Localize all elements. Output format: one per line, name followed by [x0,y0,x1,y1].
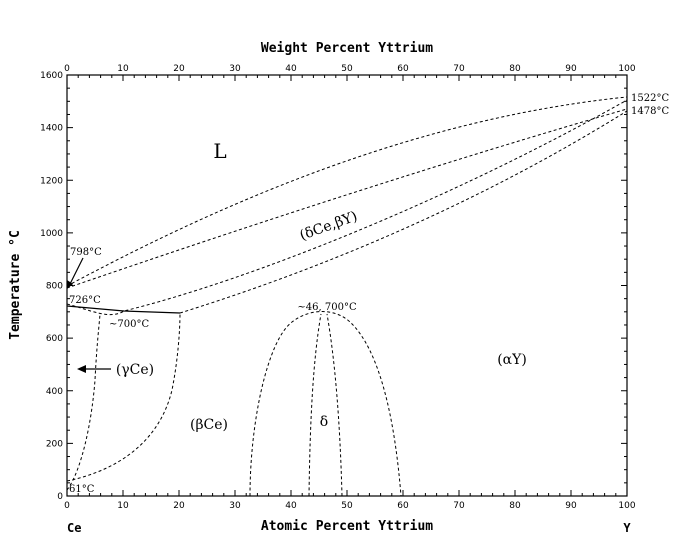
annotation-726: 726°C [69,295,101,306]
bottom-axis-title: Atomic Percent Yttrium [261,519,433,534]
top-tick-label: 40 [285,64,297,74]
phase-label-beta-ce: (βCe) [190,417,228,433]
bottom-tick-label: 0 [64,501,70,511]
phase-label-delta: δ [320,414,328,430]
bottom-tick-label: 30 [229,501,241,511]
liquidus-line [66,96,628,287]
top-tick-label: 90 [565,64,577,74]
bottom-tick-label: 100 [618,501,635,511]
left-axis-ticks: 0 200 400 600 800 1000 1200 1400 1600 [40,71,627,502]
bottom-tick-label: 50 [341,501,353,511]
top-tick-label: 10 [117,64,129,74]
gamma-ce-boundary [66,312,101,491]
bottom-tick-label: 80 [509,501,521,511]
lower-transus-line [179,110,628,314]
phase-label-gamma-ce: (γCe) [116,362,154,378]
left-tick-label: 400 [46,387,63,397]
top-axis-title: Weight Percent Yttrium [261,41,433,56]
delta-phase-outer-dome [249,311,402,497]
annotation-1478: 1478°C [631,106,669,117]
left-tick-label: 1200 [40,176,63,186]
top-tick-label: 0 [64,64,70,74]
delta-phase-inner-left [308,313,322,497]
left-tick-label: 0 [57,492,63,502]
annotation-delta-max: ~46, 700°C [297,302,357,313]
top-tick-label: 100 [618,64,635,74]
bottom-tick-label: 70 [453,501,465,511]
top-tick-label: 50 [341,64,353,74]
left-tick-label: 1400 [40,124,63,134]
bottom-tick-label: 90 [565,501,577,511]
bottom-axis-ticks: 0 10 20 30 40 50 60 70 80 90 100 [64,490,636,511]
left-tick-label: 600 [46,334,63,344]
annotation-798: 798°C [70,247,102,258]
bottom-tick-label: 40 [285,501,297,511]
phase-label-liquid: L [213,139,226,163]
element-label-y: Y [623,521,631,535]
beta-ce-solvus [66,312,181,482]
top-tick-label: 80 [509,64,521,74]
bottom-tick-label: 20 [173,501,185,511]
annotation-1522: 1522°C [631,93,669,104]
element-label-ce: Ce [67,521,81,535]
delta-phase-inner-right [326,313,343,497]
top-tick-label: 20 [173,64,185,74]
upper-transus-line [66,99,628,316]
eutectoid-line-700 [66,305,181,314]
phase-label-delta-ce-beta-y: (δCe,βY) [298,208,360,244]
left-tick-label: 200 [46,439,63,449]
arrow-798 [68,257,84,287]
bottom-tick-label: 10 [117,501,129,511]
annotation-700: ~700°C [109,319,149,330]
solidus-line [66,108,628,289]
plot-frame [66,74,628,497]
top-tick-label: 70 [453,64,465,74]
top-tick-label: 30 [229,64,241,74]
top-axis-ticks: 0 10 20 30 40 50 60 70 80 90 100 [64,64,636,81]
phase-label-alpha-y: (αY) [497,352,527,368]
arrow-798-head [67,280,73,289]
left-axis-title: Temperature °C [8,230,23,340]
annotation-61: 61°C [69,484,95,495]
bottom-tick-label: 60 [397,501,409,511]
left-tick-label: 1600 [40,71,63,81]
top-tick-label: 60 [397,64,409,74]
left-tick-label: 1000 [40,229,63,239]
arrow-gamma-ce-head [77,365,86,373]
left-tick-label: 800 [46,282,63,292]
